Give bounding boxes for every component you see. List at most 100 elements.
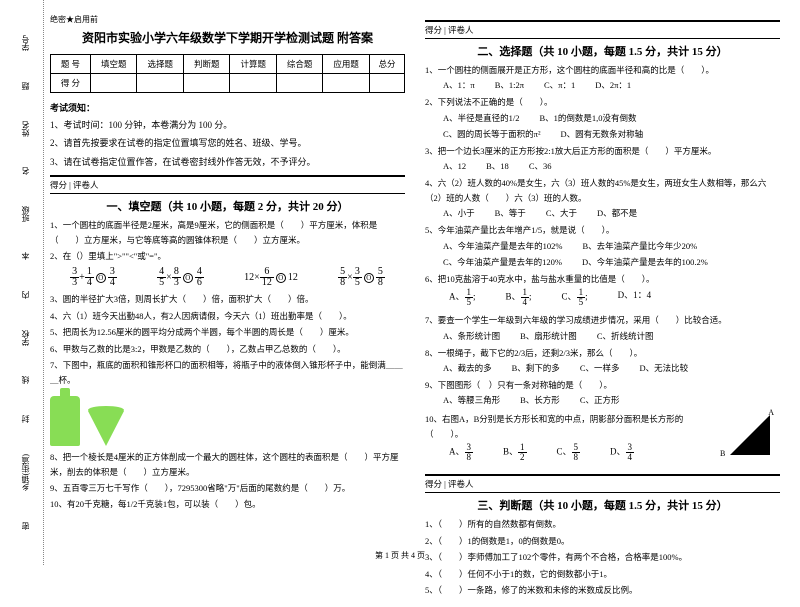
- option: D、今年油菜产量是去年的100.2%: [582, 256, 708, 268]
- table-cell: 题 号: [51, 55, 91, 74]
- question: 3、圆的半径扩大3倍，则周长扩大（ ）倍，面积扩大（ ）倍。: [50, 292, 405, 306]
- illustration: [50, 391, 405, 446]
- page-content: 绝密★启用前 资阳市实验小学六年级数学下学期开学检测试题 附答案 题 号 填空题…: [0, 0, 800, 607]
- option: B、1:2π: [495, 79, 524, 91]
- section-title: 一、填空题（共 10 小题，每题 2 分，共计 20 分）: [50, 198, 405, 214]
- question: 10、有20千克糖，每1/2千克装1包，可以装（ ）包。: [50, 497, 405, 511]
- option: B、等于: [495, 207, 526, 219]
- question: 1、一个圆柱的侧面展开是正方形，这个圆柱的底面半径和高的比是（ ）。: [425, 63, 780, 77]
- margin-mark: 密: [20, 522, 31, 530]
- options: A、条形统计图 B、扇形统计图 C、折线统计图: [443, 330, 780, 342]
- table-cell: 得 分: [51, 74, 91, 93]
- question: 9、下图图形（ ）只有一条对称轴的是（ ）。: [425, 378, 780, 392]
- option: A、1：π: [443, 79, 475, 91]
- score-bar: 得分 | 评卷人: [425, 20, 780, 39]
- question: 3、把一个边长3厘米的正方形按2:1放大后正方形的面积是（ ）平方厘米。: [425, 144, 780, 158]
- question: 1、（ ）所有的自然数都有倒数。: [425, 517, 780, 531]
- cone-icon: [88, 411, 124, 446]
- margin-label: 班级: [20, 206, 31, 222]
- question: 6、甲数与乙数的比是3:2，甲数是乙数的（ ），乙数占甲乙总数的（ ）。: [50, 342, 405, 356]
- table-cell[interactable]: [230, 74, 276, 93]
- option: D、2π：1: [595, 79, 631, 91]
- option: A、半径是直径的1/2: [443, 112, 520, 124]
- section-title: 三、判断题（共 10 小题，每题 1.5 分，共计 15 分）: [425, 497, 780, 513]
- option: C、15;: [562, 288, 588, 307]
- notice-item: 3、请在试卷指定位置作答，在试卷密封线外作答无效，不予评分。: [50, 155, 405, 169]
- question: 4、六（2）班人数的40%是女生，六（3）班人数的45%是女生，两班女生人数相等…: [425, 176, 780, 205]
- options: A、15; B、14; C、15; D、1：4: [449, 288, 780, 307]
- table-cell[interactable]: [137, 74, 183, 93]
- question: 5、（ ）一条路，修了的米数和未修的米数成反比例。: [425, 583, 780, 597]
- section-title: 二、选择题（共 10 小题，每题 1.5 分，共计 15 分）: [425, 43, 780, 59]
- notice-item: 1、考试时间：100 分钟，本卷满分为 100 分。: [50, 118, 405, 132]
- option: A、截去的多: [443, 362, 492, 374]
- formula: 12×612O12: [244, 267, 298, 288]
- question: 10、右图A，B分别是长方形长和宽的中点，阴影部分面积是长方形的（ ）。: [425, 412, 712, 441]
- question: 7、下图中，瓶底的面积和锥形杯口的面积相等，将瓶子中的液体倒入锥形杯子中，能倒满…: [50, 358, 405, 387]
- option: A、今年油菜产量是去年的102%: [443, 240, 562, 252]
- option: C、一样多: [580, 362, 620, 374]
- margin-label: 学号: [20, 35, 31, 51]
- table-cell: 判断题: [183, 55, 229, 74]
- table-cell[interactable]: [323, 74, 369, 93]
- right-column: 得分 | 评卷人 二、选择题（共 10 小题，每题 1.5 分，共计 15 分）…: [425, 14, 780, 599]
- triangle-diagram: A B: [720, 410, 780, 460]
- option: C、圆的周长等于面积的π²: [443, 128, 541, 140]
- table-cell[interactable]: [91, 74, 137, 93]
- binding-margin: 学号 题 姓名 名 班级 本 内 学校 线 封 乡镇(街道) 密: [8, 0, 44, 565]
- table-cell[interactable]: [276, 74, 322, 93]
- option: C、大于: [546, 207, 577, 219]
- table-row: 题 号 填空题 选择题 判断题 计算题 综合题 应用题 总分: [51, 55, 405, 74]
- options: A、截去的多 B、剩下的多 C、一样多 D、无法比较: [443, 362, 780, 374]
- option: C、今年油菜产量是去年的120%: [443, 256, 562, 268]
- question: 1、一个圆柱的底面半径是2厘米，高是9厘米，它的侧面积是（ ）平方厘米，体积是（…: [50, 218, 405, 247]
- option: A、12: [443, 160, 466, 172]
- option: A、等腰三角形: [443, 394, 500, 406]
- table-cell[interactable]: [183, 74, 229, 93]
- margin-mark: 名: [20, 167, 31, 175]
- option: B、去年油菜产量比今年少20%: [582, 240, 697, 252]
- score-table: 题 号 填空题 选择题 判断题 计算题 综合题 应用题 总分 得 分: [50, 54, 405, 93]
- options: A、38 B、12 C、58 D、34: [449, 443, 712, 462]
- question: 5、把周长为12.56厘米的圆平均分成两个半圆，每个半圆的周长是（ ）厘米。: [50, 325, 405, 339]
- formula-row: 33+14O34 45×83O46 12×612O12 58×35O58: [50, 267, 405, 288]
- option: B、14;: [506, 288, 532, 307]
- left-column: 绝密★启用前 资阳市实验小学六年级数学下学期开学检测试题 附答案 题 号 填空题…: [50, 14, 405, 599]
- options: A、12 B、18 C、36: [443, 160, 780, 172]
- option: A、小于: [443, 207, 475, 219]
- option: D、无法比较: [639, 362, 688, 374]
- options: A、今年油菜产量是去年的102% B、去年油菜产量比今年少20%: [443, 240, 780, 252]
- table-cell: 选择题: [137, 55, 183, 74]
- formula: 58×35O58: [338, 267, 385, 288]
- option: B、长方形: [520, 394, 560, 406]
- table-cell[interactable]: [369, 74, 404, 93]
- option: C、36: [529, 160, 552, 172]
- question: 6、把10克盐溶于40克水中，盐与盐水重量的比值是（ ）。: [425, 272, 780, 286]
- option: B、1的倒数是1,0没有倒数: [540, 112, 637, 124]
- option: B、扇形统计图: [520, 330, 577, 342]
- question: 9、五百零三万七千写作（ ），7295300省略"万"后面的尾数约是（ ）万。: [50, 481, 405, 495]
- options: C、今年油菜产量是去年的120% D、今年油菜产量是去年的100.2%: [443, 256, 780, 268]
- option: A、38: [449, 443, 473, 462]
- option: D、圆有无数条对称轴: [561, 128, 644, 140]
- option: B、18: [486, 160, 509, 172]
- margin-label: 学校: [20, 330, 31, 346]
- point-label: A: [768, 408, 774, 417]
- notice-block: 考试须知： 1、考试时间：100 分钟，本卷满分为 100 分。 2、请首先按要…: [50, 101, 405, 169]
- option: C、正方形: [580, 394, 620, 406]
- option: A、15;: [449, 288, 476, 307]
- question: 8、一根绳子，截下它的2/3后，还剩2/3米，那么（ ）。: [425, 346, 780, 360]
- page-footer: 第 1 页 共 4 页: [0, 550, 800, 561]
- question: 5、今年油菜产量比去年增产1/5，就是说（ ）。: [425, 223, 780, 237]
- option: D、都不是: [597, 207, 637, 219]
- bottle-icon: [50, 396, 80, 446]
- question: 2、在（）里填上">""<"或"="。: [50, 249, 405, 263]
- options: A、半径是直径的1/2 B、1的倒数是1,0没有倒数: [443, 112, 780, 124]
- option: C、58: [557, 443, 581, 462]
- option: D、1：4: [618, 288, 652, 307]
- margin-mark: 题: [20, 82, 31, 90]
- margin-label: 乡镇(街道): [20, 454, 31, 491]
- margin-mark: 内: [20, 291, 31, 299]
- question: 2、（ ）1的倒数是1，0的倒数是0。: [425, 534, 780, 548]
- notice-item: 2、请首先按要求在试卷的指定位置填写您的姓名、班级、学号。: [50, 136, 405, 150]
